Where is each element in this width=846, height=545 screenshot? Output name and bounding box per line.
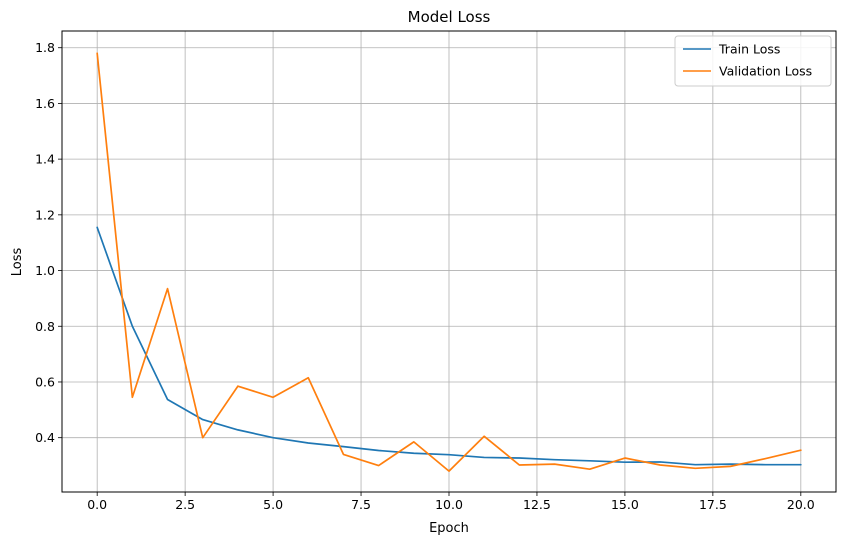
y-tick-label: 1.0 <box>35 263 55 278</box>
x-tick-label: 7.5 <box>351 497 371 512</box>
y-tick-label: 0.6 <box>35 374 55 389</box>
x-axis-label: Epoch <box>429 521 469 536</box>
y-tick-label: 0.8 <box>35 319 55 334</box>
x-tick-label: 17.5 <box>699 497 727 512</box>
x-tick-label: 12.5 <box>523 497 551 512</box>
chart-title: Model Loss <box>408 8 491 26</box>
y-tick-label: 1.2 <box>35 207 55 222</box>
legend-label-validation-loss: Validation Loss <box>719 64 812 79</box>
x-tick-label: 5.0 <box>263 497 283 512</box>
series-layer <box>96 52 802 472</box>
x-tick-label: 2.5 <box>175 497 195 512</box>
tick-layer: 0.0 2.5 5.0 7.5 10.0 12.5 15.0 17.5 20.0 0.4 0.6 0.… <box>35 40 815 512</box>
y-tick-label: 1.6 <box>35 96 55 111</box>
grid-layer <box>62 31 836 492</box>
y-axis-label: Loss <box>10 248 25 277</box>
series-line-validation-loss <box>96 52 802 472</box>
legend: Train Loss Validation Loss <box>674 35 832 87</box>
series-line-train-loss <box>96 226 802 466</box>
x-tick-label: 10.0 <box>435 497 463 512</box>
legend-label-train-loss: Train Loss <box>718 42 780 57</box>
y-tick-label: 1.4 <box>35 152 55 167</box>
y-tick-label: 1.8 <box>35 40 55 55</box>
legend-box <box>674 35 832 87</box>
x-tick-label: 15.0 <box>611 497 639 512</box>
x-tick-label: 20.0 <box>787 497 815 512</box>
y-tick-label: 0.4 <box>35 430 55 445</box>
x-tick-label: 0.0 <box>87 497 107 512</box>
